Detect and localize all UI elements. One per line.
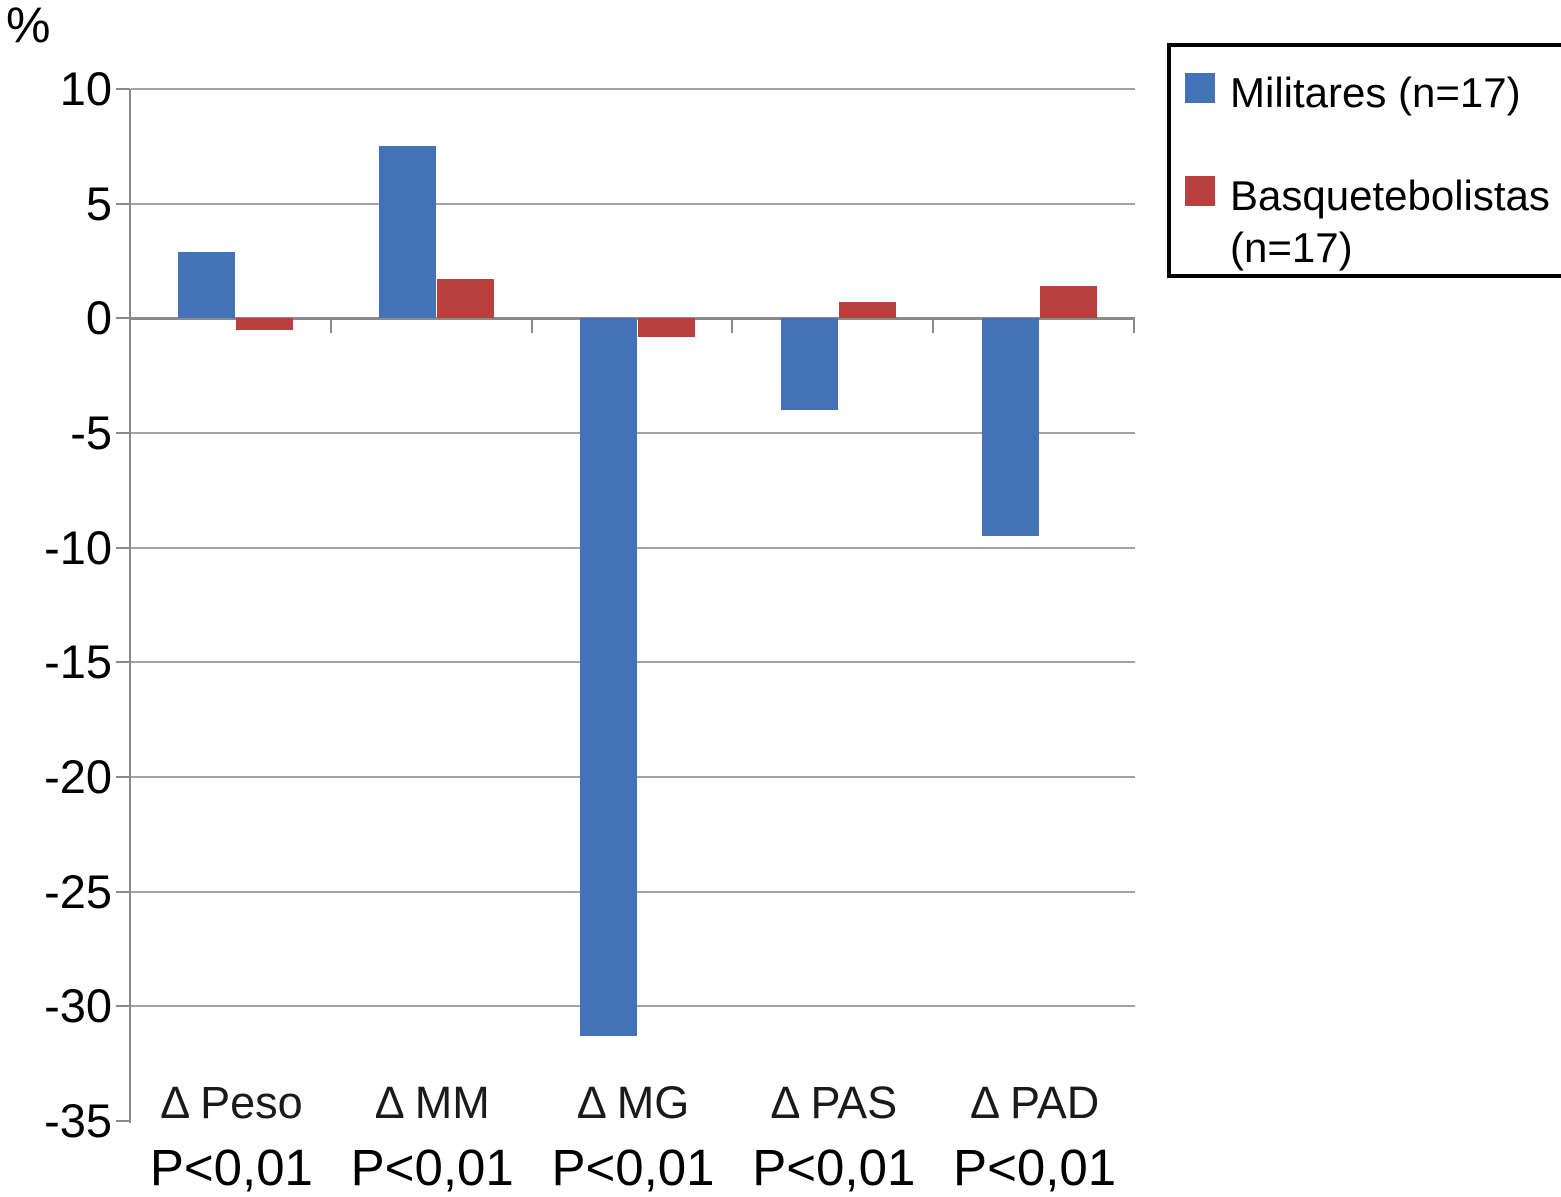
y-axis-tick	[116, 1005, 130, 1008]
p-value-label: P<0,01	[350, 1139, 514, 1196]
p-value-label: P<0,01	[551, 1139, 715, 1196]
y-tick-label: 10	[59, 62, 112, 115]
y-tick-label: -35	[44, 1094, 112, 1147]
y-tick-label: -20	[44, 750, 112, 803]
y-tick-label: -5	[70, 406, 112, 459]
y-axis-tick	[116, 661, 130, 664]
y-tick-label: 5	[85, 176, 112, 230]
y-axis-unit-label: %	[6, 0, 51, 53]
gridline	[131, 202, 1135, 205]
x-axis-tick	[530, 319, 533, 334]
category-label: Δ MG	[576, 1077, 690, 1128]
y-axis-tick	[116, 546, 130, 549]
bar-basquetebolistas-4	[1039, 286, 1097, 319]
p-value-label: P<0,01	[953, 1139, 1117, 1196]
bar-militares-0	[178, 251, 236, 319]
y-axis-tick	[116, 317, 130, 320]
y-axis-tick	[116, 1120, 130, 1122]
y-tick-label: 0	[85, 291, 112, 345]
x-axis-tick	[329, 319, 332, 334]
y-tick-label: -30	[44, 979, 112, 1033]
category-label: Δ MM	[374, 1077, 490, 1128]
legend-item-militares: Militares (n=17)	[1185, 67, 1561, 120]
legend-label-militares: Militares (n=17)	[1230, 69, 1521, 116]
legend: Militares (n=17) Basquetebolistas (n=17)	[1167, 43, 1561, 278]
legend-item-basquetebolistas: Basquetebolistas (n=17)	[1185, 170, 1561, 275]
bar-militares-2	[580, 318, 637, 1037]
legend-label-basquetebolistas: Basquetebolistas (n=17)	[1230, 171, 1550, 272]
bar-militares-1	[379, 146, 437, 319]
x-axis-tick	[1133, 319, 1135, 334]
y-axis-tick	[116, 890, 130, 893]
y-axis-tick	[116, 432, 130, 434]
bar-basquetebolistas-3	[838, 302, 896, 319]
p-value-label: P<0,01	[752, 1139, 916, 1196]
basquetebolistas-swatch-icon	[1185, 175, 1215, 206]
category-label: Δ PAD	[969, 1077, 1100, 1128]
x-axis-tick	[932, 319, 935, 334]
y-axis-line	[129, 89, 131, 1123]
y-tick-label: -10	[44, 520, 112, 574]
gridline	[131, 88, 1135, 90]
bar-militares-3	[780, 318, 838, 411]
bar-militares-4	[981, 318, 1039, 537]
category-label: Δ PAS	[770, 1077, 898, 1128]
y-axis-tick	[116, 776, 130, 778]
y-axis-tick	[116, 88, 130, 90]
x-axis-tick	[731, 319, 734, 334]
p-value-label: P<0,01	[149, 1139, 313, 1196]
militares-swatch-icon	[1185, 73, 1215, 103]
y-axis-tick	[116, 202, 130, 205]
category-label: Δ Peso	[160, 1077, 303, 1128]
y-tick-label: -25	[44, 864, 112, 918]
bar-basquetebolistas-1	[437, 279, 495, 319]
bar-basquetebolistas-0	[236, 318, 294, 330]
bar-basquetebolistas-2	[638, 318, 695, 337]
y-tick-label: -15	[44, 635, 112, 689]
